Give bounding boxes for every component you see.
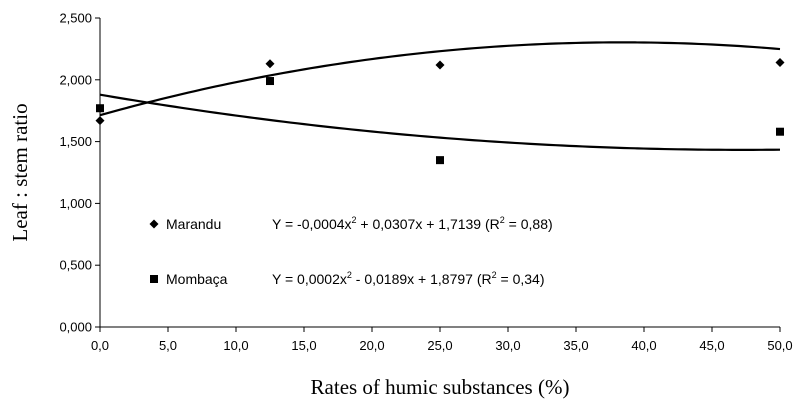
x-tick-label: 50,0: [767, 338, 792, 353]
data-point-mombaa: [776, 127, 784, 136]
data-point-mombaa: [436, 156, 444, 165]
legend-equation: Y = -0,0004x2 + 0,0307x + 1,7139 (R2 = 0…: [272, 215, 553, 232]
legend: Marandu Y = -0,0004x2 + 0,0307x + 1,7139 …: [149, 215, 553, 287]
legend-equation: Y = 0,0002x2 - 0,0189x + 1,8797 (R2 = 0,…: [272, 270, 544, 287]
y-tick-label: 2,000: [59, 72, 92, 87]
x-axis-title: Rates of humic substances (%): [311, 375, 570, 399]
x-tick-label: 20,0: [359, 338, 384, 353]
data-point-marandu: [435, 60, 445, 70]
x-axis: 0,0 5,0 10,0 15,0 20,0 25,0 30,0 35,0 40,0 45,0 50…: [91, 327, 793, 353]
legend-marker-marandu: [149, 219, 159, 229]
y-tick-label: 0,500: [59, 258, 92, 273]
legend-label: Marandu: [166, 216, 221, 232]
y-axis-title: Leaf : stem ratio: [8, 103, 32, 241]
trend-line-marandu: [99, 41, 781, 117]
x-tick-label: 0,0: [91, 338, 109, 353]
x-tick-label: 10,0: [223, 338, 248, 353]
x-tick-label: 45,0: [699, 338, 724, 353]
data-point-mombaa: [266, 77, 274, 86]
x-tick-label: 40,0: [631, 338, 656, 353]
y-tick-label: 1,500: [59, 134, 92, 149]
trend-line-mombaa: [99, 93, 781, 151]
y-axis: 0,000 0,500 1,000 1,500 2,000 2,500: [59, 11, 100, 335]
data-points: [95, 57, 785, 165]
y-tick-label: 1,000: [59, 196, 92, 211]
y-tick-label: 0,000: [59, 320, 92, 335]
data-point-marandu: [265, 59, 275, 69]
x-tick-label: 15,0: [291, 338, 316, 353]
legend-label: Mombaça: [166, 271, 228, 287]
data-point-mombaa: [96, 104, 104, 113]
data-point-marandu: [95, 116, 105, 126]
x-tick-label: 5,0: [159, 338, 177, 353]
x-tick-label: 35,0: [563, 338, 588, 353]
x-tick-label: 25,0: [427, 338, 452, 353]
trend-lines: [99, 41, 781, 151]
x-tick-label: 30,0: [495, 338, 520, 353]
data-point-marandu: [775, 57, 785, 67]
y-tick-label: 2,500: [59, 11, 92, 26]
legend-marker-mombaa: [150, 275, 158, 283]
